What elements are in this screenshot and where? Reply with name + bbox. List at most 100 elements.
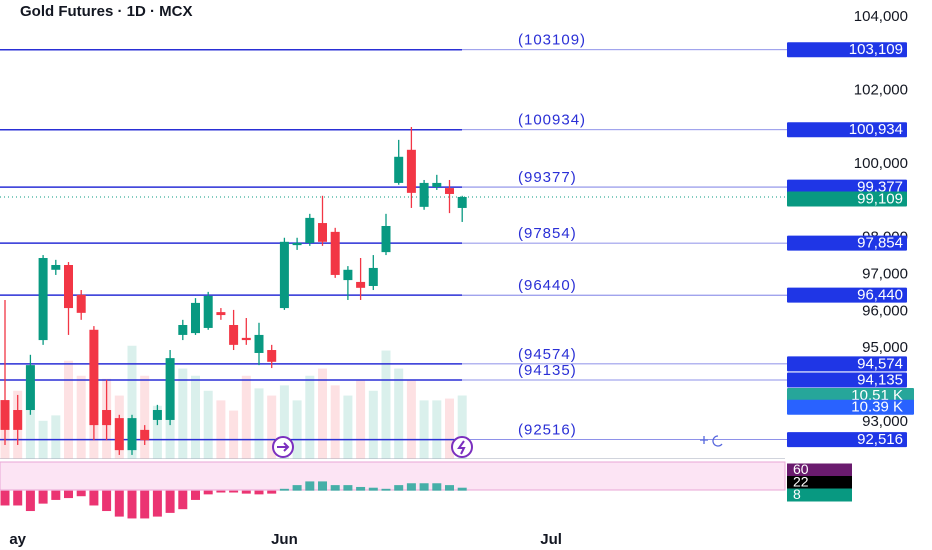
histogram-bar (254, 490, 264, 495)
volume-bar (25, 375, 35, 459)
volume-bar (432, 400, 442, 459)
x-tick-label: ay (9, 531, 26, 548)
histogram-bar (406, 483, 416, 491)
volume-bar (381, 350, 391, 459)
volume-bar (305, 375, 315, 459)
histogram-bar (114, 490, 124, 517)
y-tick-label: 93,000 (862, 413, 908, 430)
candle-body (165, 358, 175, 420)
histogram-bar (267, 490, 277, 494)
volume-bar (330, 385, 340, 459)
indicator-badge-bg (787, 463, 852, 477)
histogram-bar (51, 490, 61, 500)
event-icon-glyph (457, 440, 466, 455)
indicator-band (0, 461, 786, 491)
level-badge: 92,516 (857, 431, 903, 448)
volume-bar (292, 400, 302, 459)
candle-body (25, 365, 35, 411)
candle-body (127, 418, 137, 451)
last-price-badge: 99,109 (857, 190, 903, 207)
candle-body (394, 156, 404, 183)
candle-body (102, 410, 112, 426)
candle-body (406, 149, 416, 193)
histogram-bar (343, 485, 353, 491)
histogram-bar (152, 490, 162, 517)
volume-bar (76, 375, 86, 459)
candle-body (318, 223, 327, 242)
candle-body (140, 429, 150, 441)
histogram-bar (292, 485, 302, 491)
histogram-bar (318, 481, 327, 491)
histogram-bar (203, 490, 213, 495)
volume-bar (343, 395, 353, 459)
histogram-bar (229, 490, 239, 493)
level-badge-bg (787, 287, 907, 303)
volume-bar (178, 368, 188, 459)
level-label: (100934) (518, 112, 586, 129)
volume-badge-bg (787, 388, 914, 404)
volume-bar (368, 390, 378, 459)
plot-layer: 104,000102,000100,00098,00097,00096,0009… (0, 8, 914, 548)
histogram-bar (127, 490, 137, 519)
level-badge-bg (787, 235, 907, 251)
candle-body (368, 267, 378, 286)
level-label: (103109) (518, 32, 586, 49)
histogram-bar (25, 490, 35, 512)
candle-body (457, 196, 467, 208)
level-badge-bg (787, 122, 907, 138)
session-icon (700, 435, 723, 447)
y-tick-label: 100,000 (854, 155, 908, 172)
x-tick-label: Jun (271, 531, 298, 548)
candle-body (254, 334, 264, 353)
volume-badge-bg (787, 399, 914, 415)
histogram-bar (191, 490, 200, 500)
candle-body (178, 324, 188, 335)
histogram-bar (102, 490, 112, 512)
level-badge-bg (787, 372, 907, 388)
histogram-bar (38, 490, 48, 504)
histogram-bar (356, 486, 366, 491)
candle-body (13, 410, 23, 430)
candle-body (241, 337, 251, 341)
volume-bar (457, 395, 467, 459)
volume-bar (279, 385, 289, 459)
histogram-bar (279, 488, 289, 491)
histogram-bar (140, 490, 150, 519)
candle-body (0, 400, 10, 430)
volume-bar (267, 395, 277, 459)
volume-bar (140, 375, 150, 459)
volume-badge: 10.39 K (851, 399, 903, 416)
candle-body (191, 302, 200, 334)
histogram-bar (89, 490, 99, 506)
level-label: (99377) (518, 169, 577, 186)
volume-bar (127, 345, 137, 459)
level-badge: 94,135 (857, 371, 903, 388)
volume-bar (241, 375, 251, 459)
x-tick-label: Jul (540, 531, 562, 548)
histogram-bar (178, 490, 188, 510)
candle-body (356, 281, 366, 288)
candle-body (76, 294, 86, 313)
level-badge: 96,440 (857, 287, 903, 304)
indicator-badge: 8 (793, 486, 801, 502)
histogram-bar (419, 483, 429, 491)
volume-badge: 10.51 K (851, 387, 903, 404)
candle-body (343, 269, 353, 281)
level-badge: 97,854 (857, 235, 903, 252)
level-badge-bg (787, 42, 907, 58)
volume-bar (406, 380, 416, 459)
y-tick-label: 102,000 (854, 82, 908, 99)
y-tick-label: 104,000 (854, 8, 908, 25)
level-badge: 103,109 (849, 41, 903, 58)
indicator-badge: 22 (793, 474, 809, 490)
histogram-bar (457, 487, 467, 491)
histogram-bar (64, 490, 73, 499)
candle-body (292, 242, 302, 246)
level-badge: 99,377 (857, 179, 903, 196)
volume-bar (419, 400, 429, 459)
level-badge: 100,934 (849, 121, 903, 138)
y-tick-label: 97,000 (862, 266, 908, 283)
level-label: (96440) (518, 277, 577, 294)
candle-body (64, 265, 73, 309)
